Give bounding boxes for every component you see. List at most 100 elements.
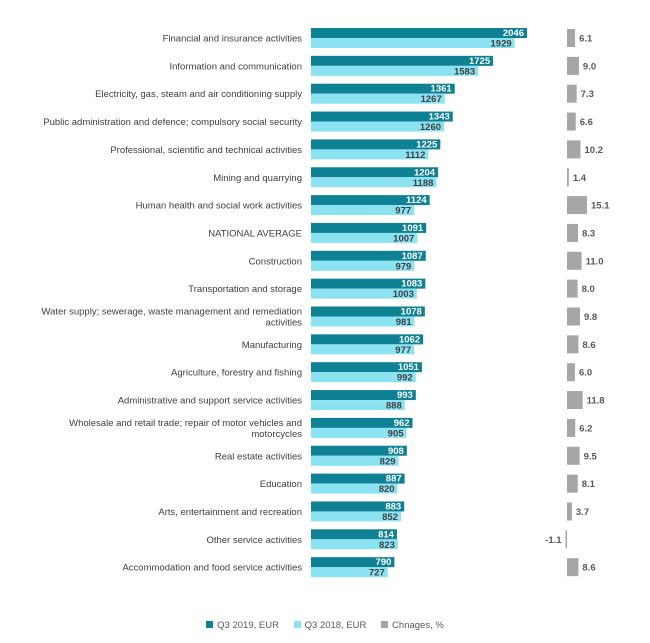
bar-q3-2019 xyxy=(311,278,426,289)
value-label-change: 8.3 xyxy=(582,228,595,239)
category-label: Financial and insurance activities xyxy=(163,34,303,45)
value-label-change: 10.2 xyxy=(585,145,604,156)
category-label: activities xyxy=(266,318,303,329)
bar-q3-2019 xyxy=(311,529,397,540)
value-label-change: 9.0 xyxy=(583,61,596,72)
bar-q3-2019 xyxy=(311,306,425,317)
bar-q3-2019 xyxy=(311,501,405,512)
bar-q3-2019 xyxy=(311,55,494,66)
bar-q3-2019 xyxy=(311,334,424,345)
bar-q3-2019 xyxy=(311,28,527,38)
value-label-change: 15.1 xyxy=(591,201,610,212)
category-label: motorcycles xyxy=(251,429,302,440)
bar-change xyxy=(567,112,576,131)
value-label-change: 1.4 xyxy=(573,173,587,184)
bar-change xyxy=(567,418,576,437)
value-label-q3-2019: 1078 xyxy=(401,307,422,318)
bar-q3-2018 xyxy=(311,232,418,243)
value-label-q3-2018: 888 xyxy=(386,401,402,412)
value-label-q3-2018: 727 xyxy=(369,568,385,579)
value-label-q3-2019: 1124 xyxy=(406,195,427,206)
category-label: Public administration and defence; compu… xyxy=(43,117,302,128)
category-label: Agriculture, forestry and fishing xyxy=(171,368,302,379)
category-label: Construction xyxy=(249,256,302,267)
value-label-q3-2018: 820 xyxy=(379,484,395,495)
value-label-q3-2019: 1087 xyxy=(402,251,423,262)
value-label-change: 8.1 xyxy=(582,479,596,490)
bar-change xyxy=(567,223,578,242)
legend-item-q3-2019: Q3 2019, EUR xyxy=(206,620,279,631)
legend-item-changes: Chnages, % xyxy=(381,620,444,631)
legend-item-q3-2018: Q3 2018, EUR xyxy=(293,620,367,631)
legend-swatch-q3-2018 xyxy=(293,621,301,628)
bar-q3-2019 xyxy=(311,167,439,178)
value-label-q3-2018: 1112 xyxy=(405,150,425,161)
bar-q3-2018 xyxy=(311,400,405,411)
bar-change xyxy=(567,474,578,493)
bar-change xyxy=(567,84,577,103)
value-label-q3-2018: 992 xyxy=(397,373,413,384)
bar-q3-2019 xyxy=(311,83,455,94)
bar-q3-2019 xyxy=(311,195,430,206)
bar-q3-2018 xyxy=(311,539,398,550)
bar-q3-2018 xyxy=(311,149,429,160)
value-label-q3-2019: 908 xyxy=(388,446,404,457)
bar-change xyxy=(567,558,579,577)
bar-change xyxy=(567,363,575,382)
value-label-q3-2019: 1225 xyxy=(416,139,438,150)
legend-label-q3-2018: Q3 2018, EUR xyxy=(304,620,367,631)
value-label-q3-2018: 905 xyxy=(388,428,405,439)
value-label-change: -1.1 xyxy=(545,535,562,546)
value-label-change: 3.7 xyxy=(576,507,589,518)
bar-q3-2018 xyxy=(311,65,479,76)
bar-q3-2018 xyxy=(311,260,415,271)
bar-change xyxy=(567,29,576,47)
bar-q3-2019 xyxy=(311,362,422,373)
legend: Q3 2019, EUR Q3 2018, EUR Chnages, % xyxy=(0,620,650,631)
value-label-change: 11.0 xyxy=(586,256,604,267)
value-label-q3-2019: 993 xyxy=(397,390,413,401)
value-label-q3-2019: 1725 xyxy=(469,56,491,67)
value-label-change: 6.2 xyxy=(579,423,592,434)
category-label: Human health and social work activities xyxy=(136,201,303,212)
bar-q3-2019 xyxy=(311,445,407,456)
bar-q3-2019 xyxy=(311,250,426,261)
bar-q3-2018 xyxy=(311,205,415,216)
value-label-change: 6.0 xyxy=(579,368,592,379)
value-label-q3-2018: 852 xyxy=(382,512,398,523)
bar-change xyxy=(567,307,580,326)
bar-q3-2019 xyxy=(311,473,405,484)
value-label-change: 8.6 xyxy=(582,340,595,351)
legend-label-changes: Chnages, % xyxy=(392,620,444,631)
value-label-change: 6.1 xyxy=(579,34,593,45)
category-label: Accommodation and food service activitie… xyxy=(122,563,302,574)
bar-q3-2018 xyxy=(311,483,398,494)
category-label: Transportation and storage xyxy=(188,284,302,295)
bar-q3-2018 xyxy=(311,93,445,104)
value-label-q3-2019: 1091 xyxy=(402,223,424,234)
value-label-q3-2018: 1003 xyxy=(393,289,414,300)
value-label-q3-2018: 977 xyxy=(395,345,411,356)
value-label-q3-2018: 829 xyxy=(380,456,396,467)
bar-change xyxy=(567,335,579,354)
value-label-q3-2018: 1260 xyxy=(420,122,441,133)
value-label-q3-2018: 1007 xyxy=(393,233,414,244)
bar-change xyxy=(567,502,572,521)
value-label-q3-2018: 977 xyxy=(395,206,411,217)
value-label-q3-2019: 962 xyxy=(394,418,410,429)
value-label-change: 7.3 xyxy=(581,89,594,100)
labels-layer: Financial and insurance activities 204619… xyxy=(41,28,610,579)
category-label: Education xyxy=(260,479,302,490)
bar-change xyxy=(567,279,578,298)
bar-change xyxy=(567,168,569,187)
value-label-change: 8.6 xyxy=(582,563,595,574)
bar-q3-2018 xyxy=(311,427,407,438)
value-label-change: 11.8 xyxy=(587,396,605,407)
value-label-change: 9.5 xyxy=(584,451,598,462)
bar-change xyxy=(567,446,580,465)
bar-q3-2019 xyxy=(311,390,416,401)
bar-q3-2019 xyxy=(311,111,453,122)
category-label: Administrative and support service activ… xyxy=(118,396,303,407)
legend-label-q3-2019: Q3 2019, EUR xyxy=(217,620,279,631)
